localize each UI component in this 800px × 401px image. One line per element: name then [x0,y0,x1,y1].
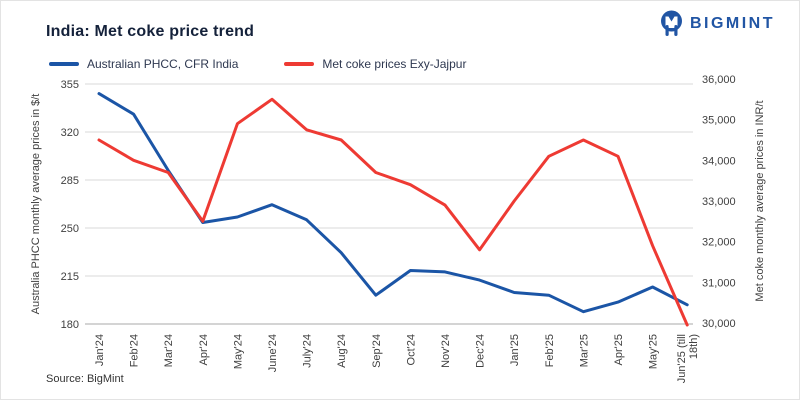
series-met-coke-line [97,97,689,327]
x-axis-tick-label: Feb'25 [544,334,556,367]
bigmint-logo-text: BIGMINT [689,14,775,32]
legend-label: Met coke prices Exy-Jajpur [322,57,467,71]
x-axis-tick-label: Mar'25 [578,334,590,367]
right-axis-tick-label: 35,000 [702,115,736,127]
chart-legend: Australian PHCC, CFR India Met coke pric… [49,57,466,71]
left-axis-title: Australia PHCC monthly average prices in… [30,94,42,315]
x-axis-tick-label: Jun'25 (till [676,334,688,383]
legend-swatch [49,62,79,66]
right-axis-tick-label: 33,000 [702,196,736,208]
x-axis-tick-label: Jan'24 [94,334,106,366]
left-axis-tick-label: 285 [61,175,79,187]
x-axis-tick-label: Apr'24 [198,334,210,365]
x-axis-tick-label: Nov'24 [440,334,452,368]
source-note: Source: BigMint [46,373,124,385]
right-axis-tick-label: 36,000 [702,74,736,86]
x-axis-tick-label: Oct'24 [405,334,417,365]
x-axis-tick-label: Feb'24 [129,334,141,367]
right-axis-tick-label: 34,000 [702,155,736,167]
left-axis-tick-label: 355 [61,79,79,91]
x-axis-tick-label: May'24 [232,334,244,369]
legend-label: Australian PHCC, CFR India [87,57,239,71]
x-axis-tick-label: Aug'24 [336,334,348,368]
right-axis-tick-label: 31,000 [702,277,736,289]
right-axis-tick-label: 30,000 [702,318,736,330]
bigmint-logo: BIGMINT [659,10,775,37]
legend-item-australian-phcc: Australian PHCC, CFR India [49,57,238,71]
x-axis-tick-label: Apr'25 [613,334,625,365]
x-axis-tick-label: 18th) [688,334,700,359]
left-axis-tick-label: 250 [61,223,79,235]
right-axis-title: Met coke monthly average prices in INR/t [754,100,766,301]
legend-item-met-coke: Met coke prices Exy-Jajpur [284,57,466,71]
left-axis-tick-label: 320 [61,127,79,139]
x-axis-tick-label: Mar'24 [163,334,175,367]
x-axis-tick-label: May'25 [648,334,660,369]
x-axis-tick-label: July'24 [302,334,314,368]
chart-title: India: Met coke price trend [46,23,255,40]
x-axis-tick-label: Jan'25 [509,334,521,366]
x-axis-tick-label: Sep'24 [371,334,383,368]
series-australian-phcc-line [97,92,689,314]
right-axis-tick-label: 32,000 [702,237,736,249]
left-axis-tick-label: 180 [61,319,79,331]
left-axis-tick-label: 215 [61,271,79,283]
bigmint-logo-icon [660,10,682,36]
legend-swatch [284,62,315,66]
x-axis-tick-label: June'24 [267,334,279,372]
x-axis-tick-label: Dec'24 [475,334,487,368]
